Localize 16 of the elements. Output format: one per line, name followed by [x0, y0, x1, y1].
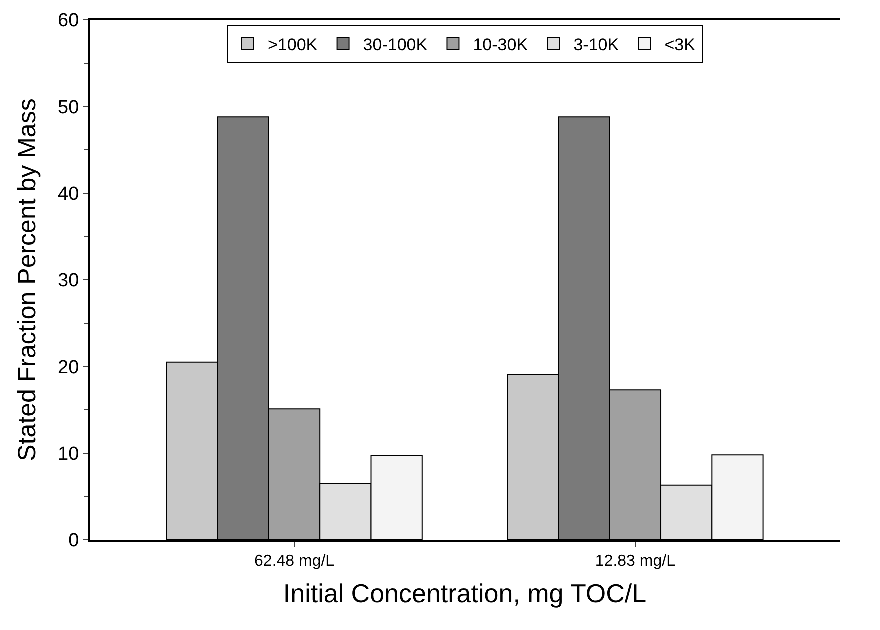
x-tick-label: 12.83 mg/L	[595, 553, 676, 570]
y-tick-label: 50	[58, 97, 80, 118]
y-tick-label: 30	[58, 270, 80, 292]
legend-label: <3K	[664, 35, 696, 54]
y-tick-label: 10	[58, 444, 80, 465]
y-tick-label: 40	[58, 184, 80, 205]
x-axis-title: Initial Concentration, mg TOC/L	[283, 578, 647, 608]
y-axis-title: Stated Fraction Percent by Mass	[13, 98, 42, 462]
legend-label: 30-100K	[363, 35, 428, 54]
legend-label: 10-30K	[473, 35, 529, 54]
legend-label: >100K	[268, 35, 318, 54]
x-tick-label: 62.48 mg/L	[254, 553, 335, 570]
y-tick-label: 60	[58, 10, 80, 32]
y-tick-label: 0	[68, 530, 80, 552]
legend-label: 3-10K	[574, 35, 620, 54]
y-tick-label: 20	[58, 357, 80, 378]
